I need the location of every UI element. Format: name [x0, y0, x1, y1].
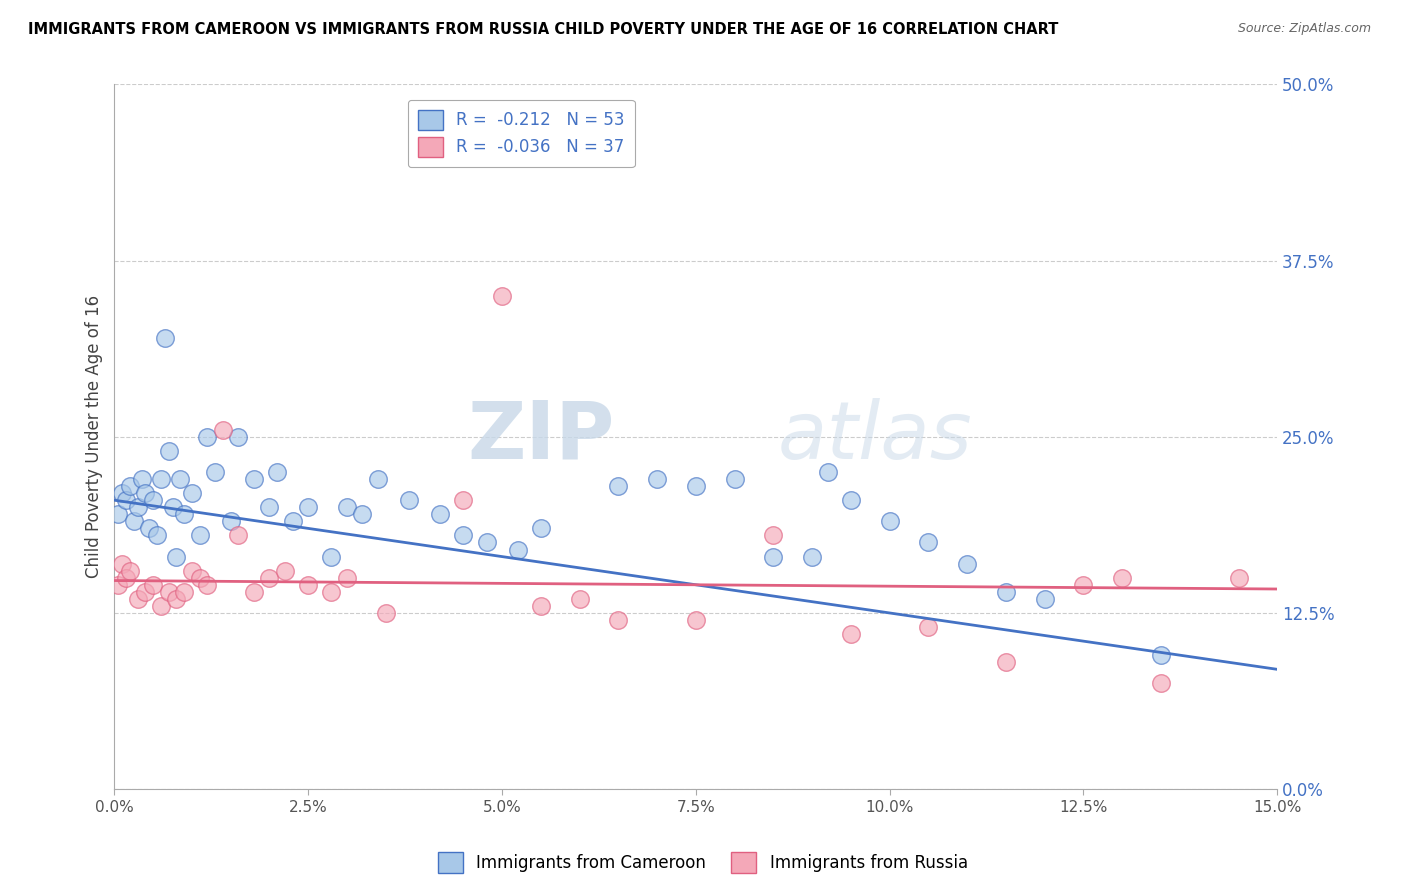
Point [197, 430, 219, 444]
Text: IMMIGRANTS FROM CAMEROON VS IMMIGRANTS FROM RUSSIA CHILD POVERTY UNDER THE AGE O: IMMIGRANTS FROM CAMEROON VS IMMIGRANTS F… [28, 22, 1059, 37]
Point [374, 606, 396, 620]
Point [149, 599, 172, 613]
Point [181, 486, 204, 500]
Point [107, 508, 129, 522]
Point [817, 465, 839, 479]
Point [994, 584, 1017, 599]
Point [188, 571, 211, 585]
Point [149, 472, 172, 486]
Point [1150, 676, 1173, 690]
Point [281, 514, 304, 528]
Point [134, 486, 156, 500]
Point [173, 584, 195, 599]
Point [122, 514, 145, 528]
Point [118, 479, 141, 493]
Point [142, 493, 165, 508]
Point [115, 571, 138, 585]
Point [530, 599, 553, 613]
Point [685, 613, 707, 627]
Point [138, 521, 160, 535]
Point [1227, 571, 1250, 585]
Point [169, 472, 191, 486]
Point [321, 549, 343, 564]
Point [607, 613, 630, 627]
Point [274, 564, 297, 578]
Legend: Immigrants from Cameroon, Immigrants from Russia: Immigrants from Cameroon, Immigrants fro… [432, 846, 974, 880]
Point [917, 535, 939, 549]
Point [127, 591, 149, 606]
Point [181, 564, 204, 578]
Point [506, 542, 529, 557]
Point [111, 486, 134, 500]
Point [212, 423, 235, 437]
Point [259, 571, 281, 585]
Point [165, 549, 187, 564]
Point [197, 578, 219, 592]
Point [157, 443, 180, 458]
Point [530, 521, 553, 535]
Point [173, 508, 195, 522]
Point [297, 500, 319, 515]
Point [1150, 648, 1173, 663]
Point [127, 500, 149, 515]
Point [451, 493, 474, 508]
Point [367, 472, 389, 486]
Point [153, 331, 176, 345]
Text: atlas: atlas [778, 398, 972, 475]
Point [162, 500, 184, 515]
Point [723, 472, 745, 486]
Point [228, 528, 250, 542]
Point [607, 479, 630, 493]
Point [157, 584, 180, 599]
Point [491, 289, 513, 303]
Point [243, 472, 266, 486]
Point [111, 557, 134, 571]
Point [917, 620, 939, 634]
Point [1073, 578, 1095, 592]
Point [165, 591, 187, 606]
Point [429, 508, 451, 522]
Point [839, 627, 862, 641]
Point [336, 500, 359, 515]
Point [228, 430, 250, 444]
Point [685, 479, 707, 493]
Point [134, 584, 156, 599]
Point [219, 514, 242, 528]
Point [336, 571, 359, 585]
Point [321, 584, 343, 599]
Point [645, 472, 668, 486]
Point [762, 528, 785, 542]
Point [994, 655, 1017, 669]
Point [266, 465, 288, 479]
Point [131, 472, 153, 486]
Point [115, 493, 138, 508]
Point [352, 508, 374, 522]
Point [204, 465, 226, 479]
Point [398, 493, 420, 508]
Point [1111, 571, 1133, 585]
Point [118, 564, 141, 578]
Point [243, 584, 266, 599]
Point [142, 578, 165, 592]
Y-axis label: Child Poverty Under the Age of 16: Child Poverty Under the Age of 16 [86, 295, 103, 578]
Text: Source: ZipAtlas.com: Source: ZipAtlas.com [1237, 22, 1371, 36]
Point [956, 557, 979, 571]
Point [762, 549, 785, 564]
Point [801, 549, 824, 564]
Point [188, 528, 211, 542]
Point [568, 591, 591, 606]
Point [839, 493, 862, 508]
Text: ZIP: ZIP [467, 398, 614, 475]
Point [451, 528, 474, 542]
Point [1033, 591, 1056, 606]
Point [475, 535, 498, 549]
Point [297, 578, 319, 592]
Legend: R =  -0.212   N = 53, R =  -0.036   N = 37: R = -0.212 N = 53, R = -0.036 N = 37 [408, 100, 636, 167]
Point [146, 528, 169, 542]
Point [107, 578, 129, 592]
Point [879, 514, 901, 528]
Point [259, 500, 281, 515]
